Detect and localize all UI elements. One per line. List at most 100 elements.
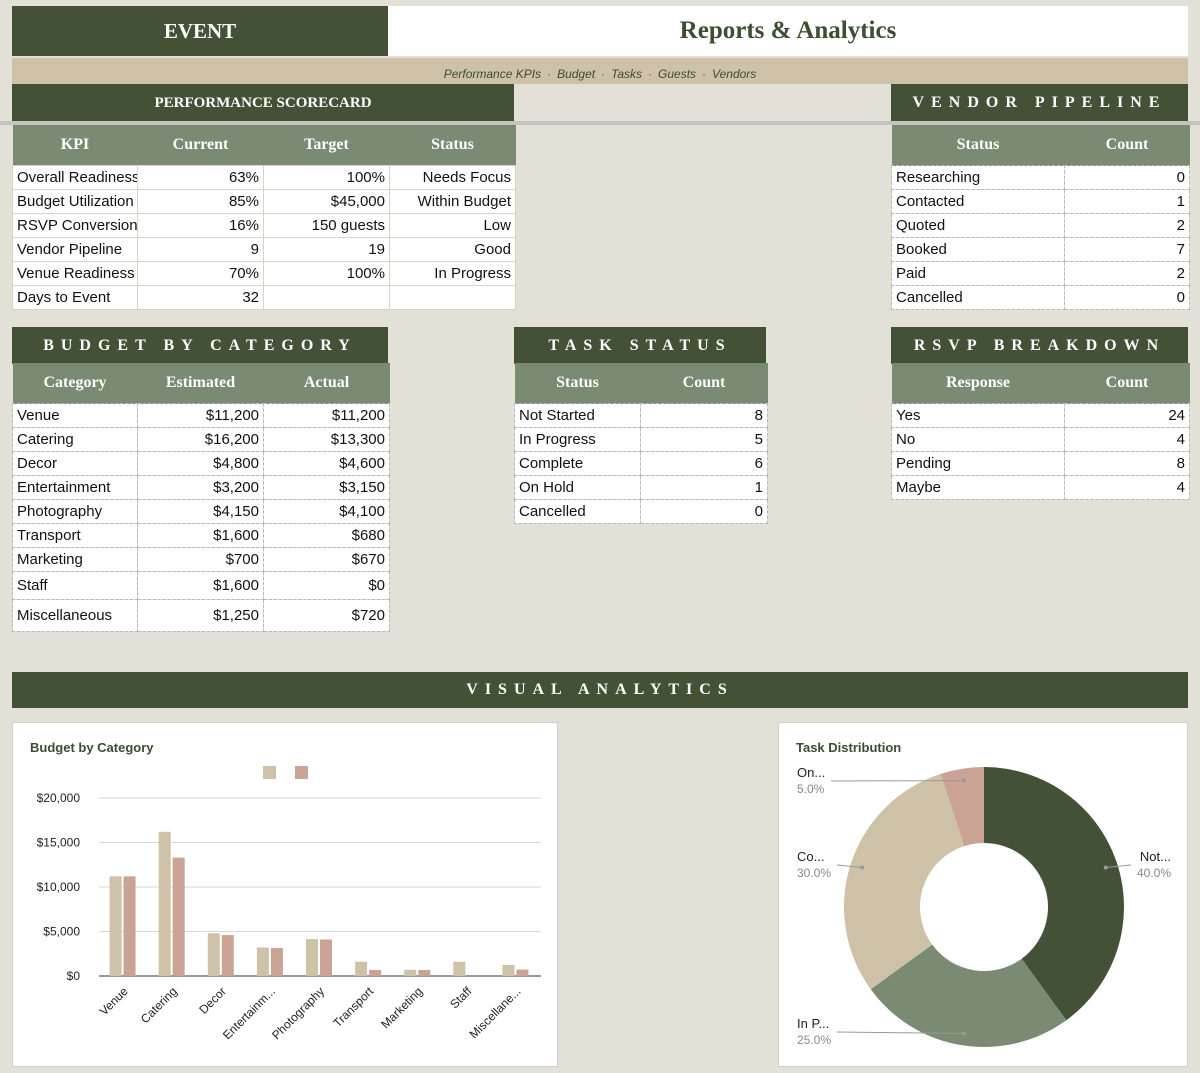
table-cell[interactable]: Photography	[12, 499, 138, 524]
table-cell[interactable]: $11,200	[263, 403, 390, 428]
table-cell[interactable]: Yes	[891, 403, 1065, 428]
table-cell[interactable]: Entertainment	[12, 475, 138, 500]
table-cell[interactable]: $720	[263, 599, 390, 632]
table-cell[interactable]: Vendor Pipeline	[12, 237, 138, 262]
table-cell[interactable]: Researching	[891, 165, 1065, 190]
table-cell[interactable]: 2	[1064, 261, 1190, 286]
table-cell[interactable]: Low	[389, 213, 516, 238]
table-cell[interactable]: RSVP Conversion	[12, 213, 138, 238]
visual-analytics-banner: VISUAL ANALYTICS	[12, 672, 1188, 708]
table-cell[interactable]: 7	[1064, 237, 1190, 262]
table-cell[interactable]: $3,200	[137, 475, 264, 500]
table-cell[interactable]: Quoted	[891, 213, 1065, 238]
table-cell[interactable]	[389, 285, 516, 310]
table-cell[interactable]: 0	[1064, 285, 1190, 310]
table-cell[interactable]: $4,150	[137, 499, 264, 524]
leader-dot	[1103, 865, 1108, 870]
nav-separator: ·	[702, 67, 707, 81]
table-cell[interactable]: $1,600	[137, 523, 264, 548]
table-cell[interactable]: $3,150	[263, 475, 390, 500]
table-cell[interactable]: Maybe	[891, 475, 1065, 500]
table-cell[interactable]: 100%	[263, 261, 390, 286]
table-cell[interactable]: Budget Utilization	[12, 189, 138, 214]
table-cell[interactable]: Days to Event	[12, 285, 138, 310]
nav-link-tasks[interactable]: Tasks	[611, 67, 643, 81]
table-cell[interactable]: 1	[640, 475, 768, 500]
table-cell[interactable]: 1	[1064, 189, 1190, 214]
table-cell[interactable]: Pending	[891, 451, 1065, 476]
table-cell[interactable]: Good	[389, 237, 516, 262]
table-cell[interactable]: Paid	[891, 261, 1065, 286]
table-cell[interactable]: Marketing	[12, 547, 138, 572]
table-cell[interactable]: $4,800	[137, 451, 264, 476]
table-cell[interactable]: $1,250	[137, 599, 264, 632]
table-cell[interactable]: Contacted	[891, 189, 1065, 214]
table-cell[interactable]: In Progress	[389, 261, 516, 286]
bar	[109, 876, 122, 976]
nav-link-guests[interactable]: Guests	[658, 67, 697, 81]
table-cell[interactable]: Booked	[891, 237, 1065, 262]
table-cell[interactable]: Cancelled	[514, 499, 641, 524]
table-cell[interactable]: 9	[137, 237, 264, 262]
table-cell[interactable]: $4,100	[263, 499, 390, 524]
table-cell[interactable]: 8	[640, 403, 768, 428]
table-cell[interactable]: 100%	[263, 165, 390, 190]
table-cell[interactable]	[263, 285, 390, 310]
bar	[404, 969, 417, 976]
table-cell[interactable]: Overall Readiness	[12, 165, 138, 190]
bar	[418, 970, 431, 976]
table-cell[interactable]: 19	[263, 237, 390, 262]
table-cell[interactable]: Decor	[12, 451, 138, 476]
table-row: Entertainment $3,200 $3,150	[12, 475, 390, 500]
bar	[369, 969, 382, 976]
table-cell[interactable]: Not Started	[514, 403, 641, 428]
table-cell[interactable]: 70%	[137, 261, 264, 286]
table-cell[interactable]: Within Budget	[389, 189, 516, 214]
table-cell[interactable]: $670	[263, 547, 390, 572]
nav-link-budget[interactable]: Budget	[557, 67, 596, 81]
table-cell[interactable]: 150 guests	[263, 213, 390, 238]
table-cell[interactable]: 32	[137, 285, 264, 310]
chart-title: Budget by Category	[30, 740, 154, 755]
table-cell[interactable]: 4	[1064, 475, 1190, 500]
table-cell[interactable]: $45,000	[263, 189, 390, 214]
table-cell[interactable]: 5	[640, 427, 768, 452]
nav-link-kpis[interactable]: Performance KPIs	[443, 67, 542, 81]
table-cell[interactable]: $16,200	[137, 427, 264, 452]
table-row: Cancelled 0	[891, 285, 1190, 310]
table-cell[interactable]: 24	[1064, 403, 1190, 428]
table-cell[interactable]: Complete	[514, 451, 641, 476]
table-cell[interactable]: 0	[640, 499, 768, 524]
table-cell[interactable]: Catering	[12, 427, 138, 452]
table-cell[interactable]: Needs Focus	[389, 165, 516, 190]
table-cell[interactable]: Miscellaneous	[12, 599, 138, 632]
table-cell[interactable]: 6	[640, 451, 768, 476]
table-row: RSVP Conversion 16% 150 guests Low	[12, 213, 516, 238]
table-cell[interactable]: $700	[137, 547, 264, 572]
table-cell[interactable]: $1,600	[137, 571, 264, 600]
table-cell[interactable]: No	[891, 427, 1065, 452]
task-chart-card[interactable]: Task Distribution Not... 40.0% In P... 25.0…	[778, 722, 1188, 1067]
table-cell[interactable]: 0	[1064, 165, 1190, 190]
table-cell[interactable]: 16%	[137, 213, 264, 238]
table-cell[interactable]: $13,300	[263, 427, 390, 452]
table-cell[interactable]: 4	[1064, 427, 1190, 452]
table-cell[interactable]: Venue Readiness	[12, 261, 138, 286]
table-cell[interactable]: 2	[1064, 213, 1190, 238]
table-cell[interactable]: 85%	[137, 189, 264, 214]
table-cell[interactable]: Staff	[12, 571, 138, 600]
table-cell[interactable]: 63%	[137, 165, 264, 190]
table-cell[interactable]: $11,200	[137, 403, 264, 428]
table-cell[interactable]: Venue	[12, 403, 138, 428]
table-cell[interactable]: 8	[1064, 451, 1190, 476]
table-cell[interactable]: Cancelled	[891, 285, 1065, 310]
table-row: Overall Readiness 63% 100% Needs Focus	[12, 165, 516, 190]
table-cell[interactable]: In Progress	[514, 427, 641, 452]
nav-link-vendors[interactable]: Vendors	[712, 67, 757, 81]
table-cell[interactable]: $680	[263, 523, 390, 548]
table-cell[interactable]: $0	[263, 571, 390, 600]
table-cell[interactable]: On Hold	[514, 475, 641, 500]
budget-chart-card[interactable]: Budget by Category $0 $5,000 $10,000 $15,00…	[12, 722, 558, 1067]
table-cell[interactable]: Transport	[12, 523, 138, 548]
table-cell[interactable]: $4,600	[263, 451, 390, 476]
